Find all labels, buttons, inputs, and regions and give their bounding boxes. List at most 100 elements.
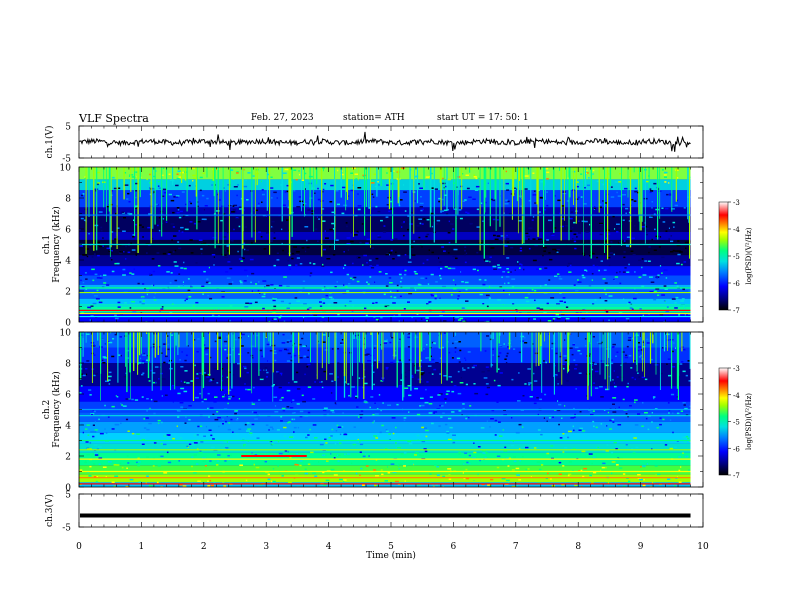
spectrogram-speckle	[515, 484, 519, 487]
spectrogram-speckle	[403, 308, 406, 310]
spectrogram-speckle	[623, 256, 626, 259]
y-tick-label: 8	[65, 360, 71, 370]
spectrogram-speckle	[328, 437, 332, 439]
spectrogram-speckle	[292, 399, 295, 401]
spectrogram-speckle	[333, 474, 338, 476]
spectrogram-speckle	[329, 228, 334, 231]
spectrogram-speckle	[462, 403, 465, 405]
spectrogram-speckle	[330, 298, 335, 300]
spectrogram-speckle	[563, 317, 566, 319]
spectrogram-speckle	[241, 388, 244, 391]
spectrogram-speckle	[81, 311, 83, 313]
spectrogram-speckle	[311, 210, 315, 212]
spectrogram-speckle	[392, 302, 396, 304]
spectrogram-speckle	[211, 184, 213, 186]
spectrogram-speckle	[583, 467, 587, 470]
spectrogram-speckle	[423, 448, 427, 450]
spectrogram-speckle	[322, 341, 326, 343]
spectrogram-speckle	[625, 212, 627, 214]
spectrogram-speckle	[152, 188, 156, 190]
spectrogram-speckle	[589, 411, 593, 413]
spectrogram-speckle	[668, 182, 670, 184]
spectrogram-speckle	[321, 386, 324, 389]
spectrogram-speckle	[89, 394, 92, 396]
spectrogram-speckle	[419, 222, 422, 225]
spectrogram-speckle	[99, 432, 104, 435]
spectrogram-speckle	[626, 345, 629, 348]
spectrogram-speckle	[107, 416, 110, 418]
spectrogram-band	[79, 284, 691, 290]
spectrogram-speckle	[642, 314, 644, 317]
spectrogram-speckle	[389, 341, 392, 344]
spectrogram-speckle	[648, 246, 651, 248]
spectrogram-speckle	[678, 251, 683, 253]
spectrogram-speckle	[352, 262, 354, 265]
spectrogram-speckle	[504, 358, 507, 360]
spectrogram-speckle	[420, 277, 425, 279]
spectrogram-speckle	[146, 252, 148, 254]
spectrogram-speckle	[245, 179, 247, 182]
spectrogram-speckle	[313, 192, 316, 194]
spectrogram-speckle	[606, 233, 611, 235]
spectrogram-speckle	[471, 366, 475, 369]
spectrogram-speckle	[234, 412, 237, 415]
spectrogram-speckle	[439, 277, 442, 280]
spectrogram-speckle	[230, 454, 232, 457]
spectrogram-speckle	[462, 200, 466, 202]
spectrogram-speckle	[374, 414, 379, 416]
spectrogram-speckle	[592, 264, 595, 267]
spectrogram-speckle	[514, 269, 516, 271]
spectrogram-speckle	[246, 422, 250, 424]
spectrogram-speckle	[201, 285, 205, 287]
spectrogram-speckle	[619, 241, 621, 243]
spectrogram-speckle	[143, 418, 146, 420]
spectrogram-speckle	[642, 465, 646, 467]
spectrogram-speckle	[578, 372, 582, 374]
spectrogram-speckle	[404, 387, 409, 389]
spectrogram-speckle	[590, 364, 594, 367]
spectrogram-speckle	[258, 399, 261, 401]
spectrogram-speckle	[414, 336, 419, 338]
spectrogram-speckle	[664, 444, 668, 446]
spectrogram-speckle	[249, 258, 254, 261]
spectrogram-speckle	[183, 215, 185, 217]
y-tick-label: 0	[65, 319, 71, 329]
spectrogram-speckle	[252, 357, 254, 359]
spectrogram-speckle	[664, 288, 668, 290]
spectrogram-speckle	[111, 355, 115, 358]
spectrogram-speckle	[81, 244, 82, 247]
spectrogram-speckle	[174, 249, 177, 252]
spectrogram-speckle	[669, 447, 674, 450]
spectrogram-speckle	[468, 196, 472, 198]
spectrogram-speckle	[209, 460, 212, 462]
spectrogram-speckle	[198, 319, 201, 322]
spectrogram-speckle	[193, 222, 196, 225]
spectrogram-speckle	[277, 372, 281, 375]
spectrogram-speckle	[134, 223, 138, 226]
spectrogram-speckle	[383, 225, 386, 227]
spectrogram-speckle	[367, 283, 370, 285]
spectrogram-speckle	[610, 359, 613, 361]
spectrogram-speckle	[286, 307, 290, 309]
spectrogram-speckle	[347, 383, 350, 385]
spectrogram-speckle	[385, 429, 388, 431]
spectrogram-speckle	[593, 425, 595, 428]
spectrogram-speckle	[434, 293, 437, 295]
spectrogram-speckle	[649, 191, 652, 193]
spectrogram-speckle	[477, 446, 481, 448]
spectrogram-speckle	[353, 234, 358, 236]
spectrogram-speckle	[428, 301, 432, 303]
spectrogram-speckle	[494, 434, 497, 436]
spectrogram-speckle	[294, 344, 298, 346]
spectrogram-speckle	[359, 414, 364, 416]
spectrogram-speckle	[425, 357, 430, 359]
spectrogram-speckle	[611, 472, 613, 475]
spectrogram-speckle	[595, 426, 598, 429]
spectrogram-speckle	[473, 442, 475, 444]
spectrogram-speckle	[221, 205, 225, 207]
spectrogram-speckle	[490, 418, 494, 420]
spectrogram-speckle	[94, 452, 99, 455]
spectrogram-speckle	[92, 302, 97, 305]
spectrogram-speckle	[148, 213, 152, 215]
spectrogram-speckle	[452, 255, 457, 258]
